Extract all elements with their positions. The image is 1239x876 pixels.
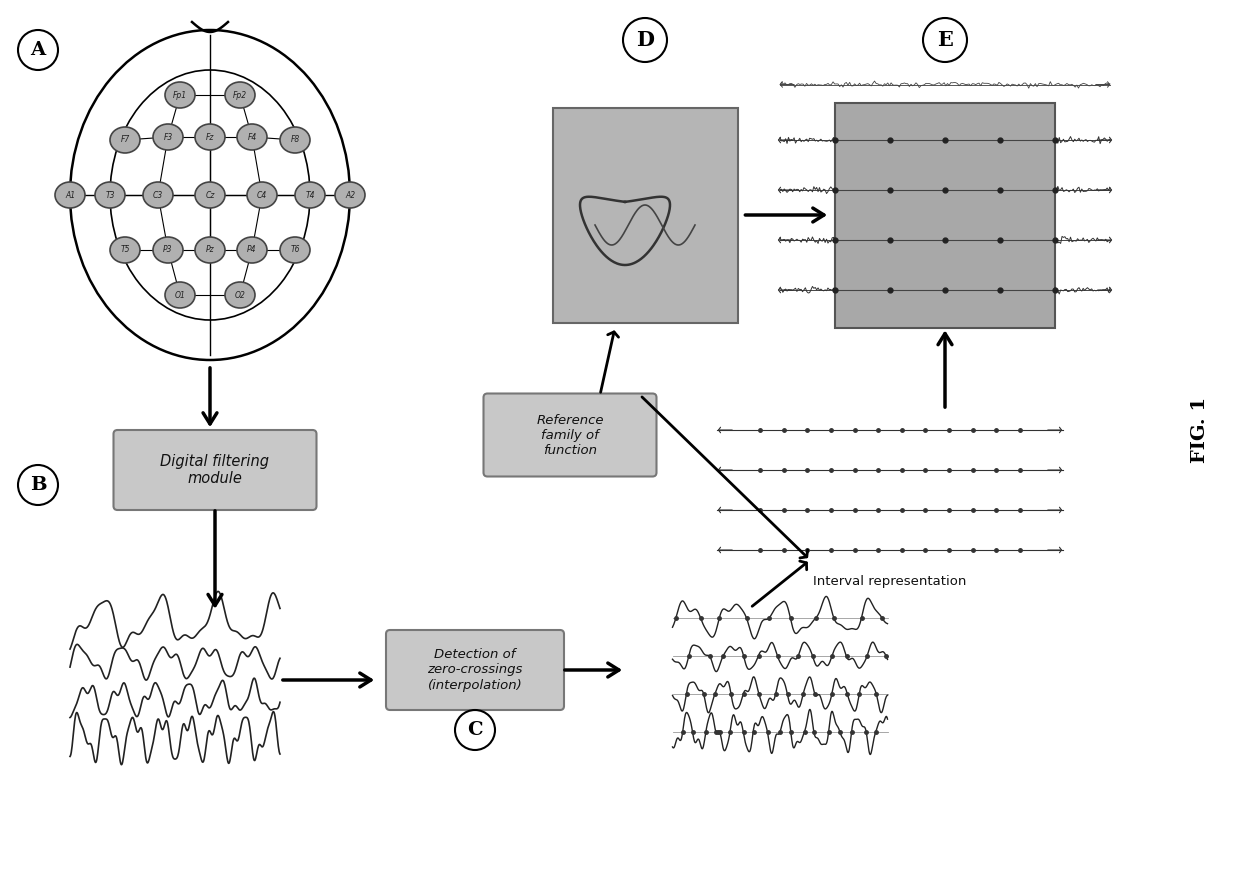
FancyBboxPatch shape (483, 393, 657, 477)
Text: B: B (30, 476, 46, 494)
Ellipse shape (110, 127, 140, 153)
Text: Fz: Fz (206, 132, 214, 142)
Ellipse shape (195, 124, 225, 150)
Text: T6: T6 (290, 245, 300, 255)
Ellipse shape (152, 237, 183, 263)
Text: Cz: Cz (206, 190, 214, 200)
Ellipse shape (280, 127, 310, 153)
Ellipse shape (165, 282, 195, 308)
Ellipse shape (225, 282, 255, 308)
Ellipse shape (295, 182, 325, 208)
Text: C: C (467, 721, 483, 739)
Ellipse shape (110, 237, 140, 263)
Text: T3: T3 (105, 190, 115, 200)
Text: E: E (937, 30, 953, 50)
Ellipse shape (95, 182, 125, 208)
FancyBboxPatch shape (114, 430, 316, 510)
Text: Fp1: Fp1 (173, 90, 187, 100)
Text: C4: C4 (256, 190, 268, 200)
Text: P4: P4 (248, 245, 256, 255)
Ellipse shape (237, 237, 266, 263)
Text: T4: T4 (305, 190, 315, 200)
Ellipse shape (195, 237, 225, 263)
Ellipse shape (335, 182, 366, 208)
Ellipse shape (55, 182, 85, 208)
Ellipse shape (247, 182, 278, 208)
Text: F3: F3 (164, 132, 172, 142)
FancyBboxPatch shape (835, 102, 1054, 328)
Text: Pz: Pz (206, 245, 214, 255)
Ellipse shape (142, 182, 173, 208)
Text: A2: A2 (344, 190, 356, 200)
Text: A: A (31, 41, 46, 59)
Text: P3: P3 (164, 245, 172, 255)
Ellipse shape (237, 124, 266, 150)
Text: T5: T5 (120, 245, 130, 255)
FancyBboxPatch shape (387, 630, 564, 710)
Ellipse shape (195, 182, 225, 208)
Text: Reference
family of
function: Reference family of function (536, 413, 603, 456)
Text: Fp2: Fp2 (233, 90, 247, 100)
Text: FIG. 1: FIG. 1 (1191, 397, 1209, 463)
Text: O2: O2 (234, 291, 245, 300)
Text: F4: F4 (248, 132, 256, 142)
Text: Detection of
zero-crossings
(interpolation): Detection of zero-crossings (interpolati… (427, 648, 523, 691)
FancyBboxPatch shape (553, 108, 737, 322)
Text: F7: F7 (120, 136, 130, 145)
Text: F8: F8 (290, 136, 300, 145)
Text: C3: C3 (152, 190, 164, 200)
Ellipse shape (225, 82, 255, 108)
Text: Digital filtering
module: Digital filtering module (161, 454, 270, 486)
Text: Interval representation: Interval representation (813, 575, 966, 588)
Ellipse shape (152, 124, 183, 150)
Ellipse shape (280, 237, 310, 263)
Text: O1: O1 (175, 291, 186, 300)
Text: D: D (636, 30, 654, 50)
Text: A1: A1 (64, 190, 76, 200)
Ellipse shape (165, 82, 195, 108)
